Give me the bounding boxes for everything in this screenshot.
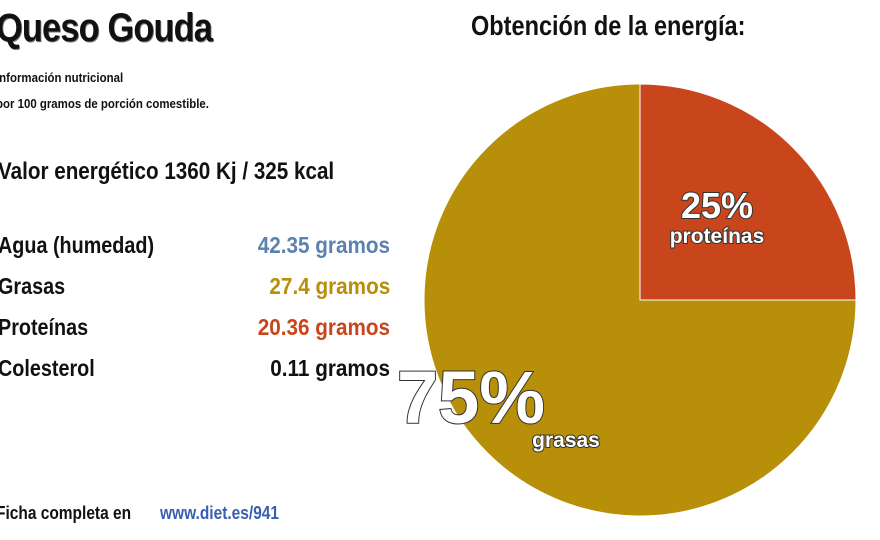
nutrient-value-protein: 20.36 gramos	[257, 314, 390, 340]
nutrient-value-cholesterol: 0.11 gramos	[270, 355, 390, 381]
pie-slice-proteinas	[639, 83, 857, 301]
footer-label: Ficha completa en	[0, 503, 132, 523]
nutrient-value-fat: 27.4 gramos	[269, 273, 390, 299]
pie-slice-grasas	[423, 83, 857, 517]
chart-title: Obtención de la energía:	[471, 10, 746, 41]
nutrient-value-water: 42.35 gramos	[257, 232, 390, 258]
energy-value-label: Valor energético 1360 Kj / 325 kcal	[0, 158, 335, 185]
pie-slice-name-label: proteínas	[670, 225, 765, 248]
footer-link[interactable]: www.diet.es/941	[160, 503, 280, 523]
pie-percent-label: 25%	[681, 185, 753, 226]
portion-info-label: por 100 gramos de porción comestible.	[0, 96, 209, 111]
nutrient-label-water: Agua (humedad)	[0, 232, 155, 258]
pie-percent-label: 75%	[397, 356, 545, 439]
pie-slice-name-label: grasas	[532, 429, 600, 452]
nutrient-label-fat: Grasas	[0, 273, 66, 299]
nutrient-label-protein: Proteínas	[0, 314, 89, 340]
nutrition-info-label: Información nutricional	[0, 70, 124, 85]
page-title: Queso Gouda	[0, 6, 213, 50]
nutrient-label-cholesterol: Colesterol	[0, 355, 95, 381]
